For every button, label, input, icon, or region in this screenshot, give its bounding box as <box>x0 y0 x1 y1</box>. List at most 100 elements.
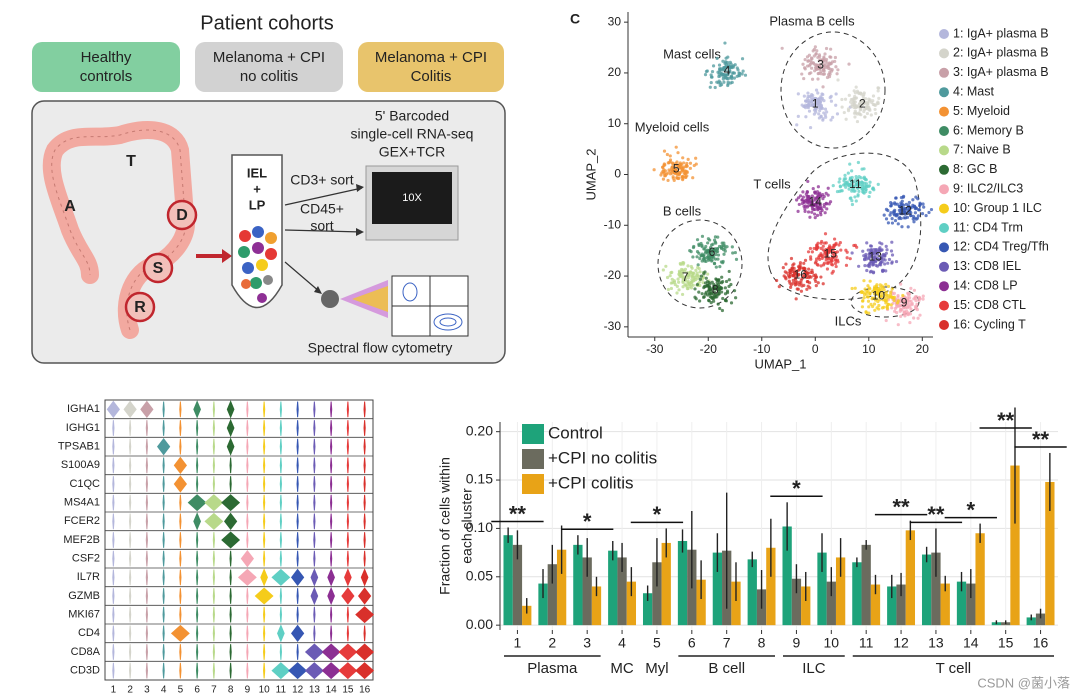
violin <box>263 644 266 660</box>
cell-dot <box>805 190 809 194</box>
cluster-label: 1 <box>812 97 819 111</box>
bar <box>573 544 583 626</box>
cell-dot <box>805 275 809 280</box>
cell-dot <box>715 80 719 84</box>
cell-dot <box>871 94 876 98</box>
group-label: Plasma <box>527 660 578 677</box>
x-tick-label: 3 <box>583 635 591 651</box>
cell-dot <box>707 298 711 302</box>
cell-dot <box>836 68 840 72</box>
cell-dot <box>802 261 806 265</box>
legend-label: +CPI no colitis <box>548 448 657 467</box>
violin <box>346 457 349 474</box>
cell-dot <box>661 177 666 181</box>
y-tick-label: -20 <box>604 268 622 282</box>
violin <box>263 532 266 548</box>
cell-dot <box>872 302 877 306</box>
cell-dot <box>807 53 811 57</box>
cell-dot <box>839 189 843 193</box>
cell-dot <box>795 198 799 202</box>
cell-dot <box>683 283 687 287</box>
cell-dot <box>686 157 690 161</box>
cell-dot <box>725 289 730 293</box>
cell-dot <box>810 66 814 70</box>
cell-dot <box>900 298 905 303</box>
cell-dot <box>784 262 788 266</box>
cell-dot <box>722 252 726 256</box>
cell-dot <box>811 186 815 191</box>
cell-dot <box>831 269 835 273</box>
x-tick-label: 9 <box>245 685 251 696</box>
y-tick-label: 20 <box>608 65 622 79</box>
cell-dot <box>667 168 671 172</box>
legend-swatch <box>939 300 949 311</box>
cell-dot <box>842 179 846 183</box>
cell-dot <box>697 290 701 294</box>
cell-dot <box>699 274 704 278</box>
cell-dot <box>816 77 820 81</box>
cell-dot <box>681 174 685 178</box>
cell-dot <box>685 164 689 168</box>
cell-dot <box>903 216 908 220</box>
violin <box>279 588 282 604</box>
cell-dot <box>697 251 701 255</box>
cell-dot <box>802 283 806 287</box>
cell-dot <box>816 241 820 245</box>
seq-label: GEX+TCR <box>379 144 446 160</box>
violin <box>179 588 182 604</box>
violin <box>179 401 182 418</box>
cell-dot <box>691 176 695 180</box>
cell-dot <box>695 282 700 287</box>
cell-dot <box>694 162 698 166</box>
cell-dot <box>882 296 886 300</box>
cell-dot <box>819 72 823 76</box>
cell-dot <box>775 278 779 283</box>
violin <box>279 401 282 418</box>
violin <box>145 662 148 679</box>
cell-dot <box>729 301 734 305</box>
cell-dot <box>829 262 834 266</box>
violin <box>112 606 115 623</box>
cell-dot <box>886 261 890 265</box>
cell-dot <box>884 251 888 255</box>
x-tick-label: 0 <box>812 342 819 356</box>
cell-dot <box>822 55 826 59</box>
violin <box>129 644 132 660</box>
cell-dot <box>898 309 902 313</box>
flow-label: Spectral flow cytometry <box>308 340 453 356</box>
cell-dot <box>822 241 827 245</box>
cell-dot <box>662 149 667 153</box>
cell-dot <box>907 200 911 205</box>
cell-dot <box>905 309 909 313</box>
violin <box>179 606 182 623</box>
bar <box>547 564 557 626</box>
cell-dot <box>723 75 727 80</box>
cell-dot <box>688 161 693 165</box>
cell-dot <box>867 311 871 315</box>
cell-dot <box>723 244 727 248</box>
cell-dot <box>890 221 895 225</box>
violin <box>246 438 249 455</box>
violin <box>212 588 215 604</box>
cell-dot <box>875 249 880 254</box>
violin <box>330 513 333 530</box>
cell-dot <box>730 245 734 249</box>
cell-dot <box>924 213 928 218</box>
cell-dot <box>803 204 808 208</box>
cell-dot <box>884 207 889 211</box>
violin <box>263 420 266 436</box>
cell-dot <box>830 246 834 250</box>
cell-dot <box>852 243 856 248</box>
cell-dot <box>800 72 804 76</box>
violin <box>360 568 369 587</box>
cell-dot <box>714 253 718 257</box>
cell-dot <box>813 216 817 220</box>
x-tick-label: 9 <box>793 635 801 651</box>
bar <box>1010 465 1020 626</box>
cell-dot <box>826 261 830 265</box>
cluster-cloud <box>780 45 851 89</box>
cell-dot <box>661 268 665 272</box>
bar <box>712 552 723 626</box>
cluster-label: 12 <box>898 204 912 218</box>
cell-dot <box>916 197 920 201</box>
